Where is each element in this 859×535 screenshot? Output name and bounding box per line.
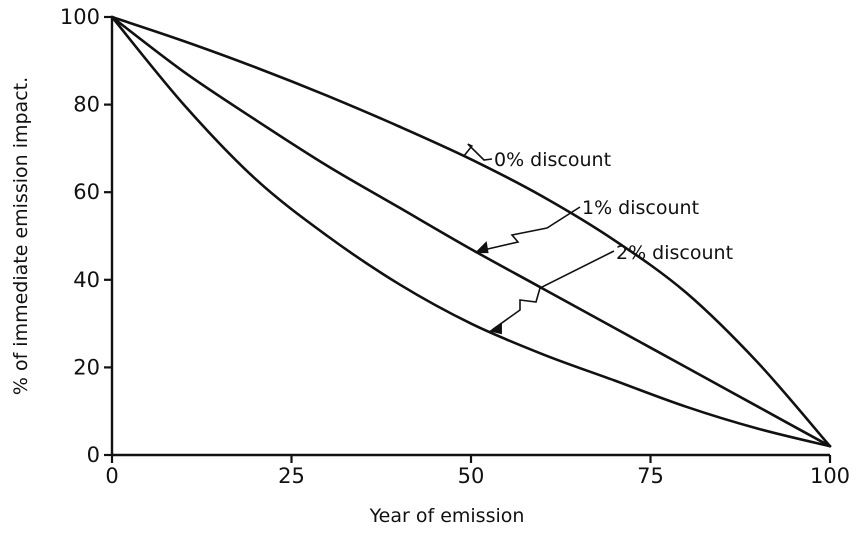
series-0pct-discount-line xyxy=(110,15,832,448)
y-tick-label: 20 xyxy=(73,355,100,379)
y-axis-label: % of immediate emission impact. xyxy=(10,77,32,395)
annotation-0pct-discount: 0% discount xyxy=(494,149,611,171)
series-2pct-discount-line xyxy=(110,15,832,448)
annotation-1pct-discount: 1% discount xyxy=(582,197,699,219)
x-tick-label: 50 xyxy=(458,464,485,488)
arrowhead-2pct xyxy=(488,322,502,335)
x-tick-label: 0 xyxy=(105,464,118,488)
leader-0pct xyxy=(463,143,493,161)
y-tick-label: 0 xyxy=(87,443,100,467)
x-tick-label: 100 xyxy=(810,464,850,488)
y-tick-label: 80 xyxy=(73,93,100,117)
x-axis-label: Year of emission xyxy=(369,505,525,527)
series-1pct-discount-line xyxy=(110,15,832,448)
y-axis-ticks: 0 20 40 60 80 100 xyxy=(60,5,112,467)
y-tick-label: 100 xyxy=(60,5,100,29)
x-axis-ticks: 0 25 50 75 100 xyxy=(105,455,850,488)
x-tick-label: 25 xyxy=(278,464,305,488)
y-tick-label: 60 xyxy=(73,180,100,204)
annotations: 0% discount 1% discount 2% discount xyxy=(463,143,733,335)
annotation-2pct-discount: 2% discount xyxy=(616,242,733,264)
leader-1pct xyxy=(478,206,581,252)
y-tick-label: 40 xyxy=(73,268,100,292)
arrowhead-1pct xyxy=(474,241,489,254)
x-tick-label: 75 xyxy=(637,464,664,488)
axes xyxy=(110,17,830,457)
leader-2pct xyxy=(492,250,615,330)
series-lines xyxy=(110,15,832,448)
